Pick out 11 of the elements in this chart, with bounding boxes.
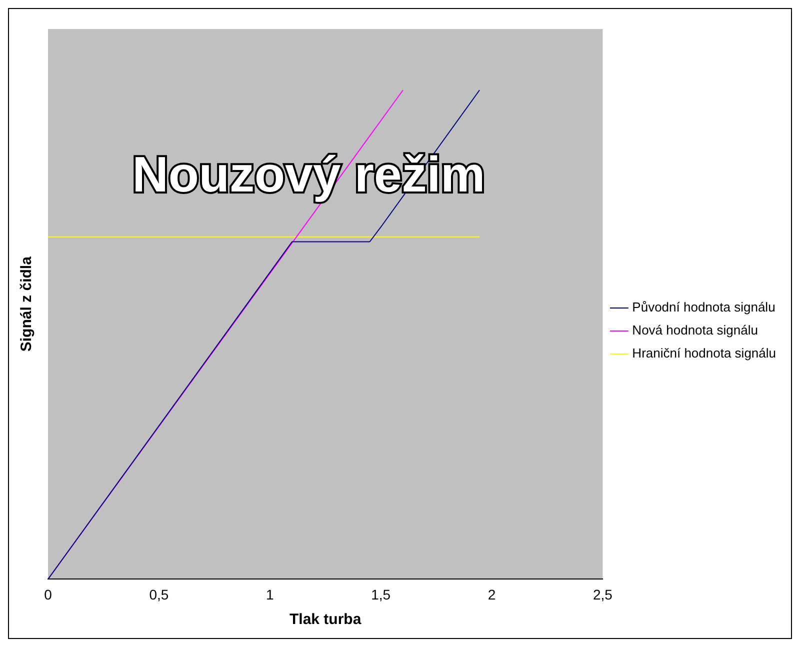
y-axis-title: Signál z čidla bbox=[18, 256, 36, 352]
x-axis-title: Tlak turba bbox=[289, 611, 362, 628]
legend-label: Nová hodnota signálu bbox=[632, 322, 758, 338]
x-tick-label: 2 bbox=[488, 586, 496, 602]
x-tick-label: 2,5 bbox=[592, 586, 613, 602]
x-tick-label: 0 bbox=[44, 586, 52, 602]
legend-label: Původní hodnota signálu bbox=[632, 300, 776, 315]
x-tick-label: 1 bbox=[266, 586, 274, 602]
x-tick-label: 1,5 bbox=[371, 586, 391, 602]
legend-label: Hraniční hodnota signálu bbox=[632, 346, 776, 361]
x-tick-label: 0,5 bbox=[149, 586, 169, 602]
